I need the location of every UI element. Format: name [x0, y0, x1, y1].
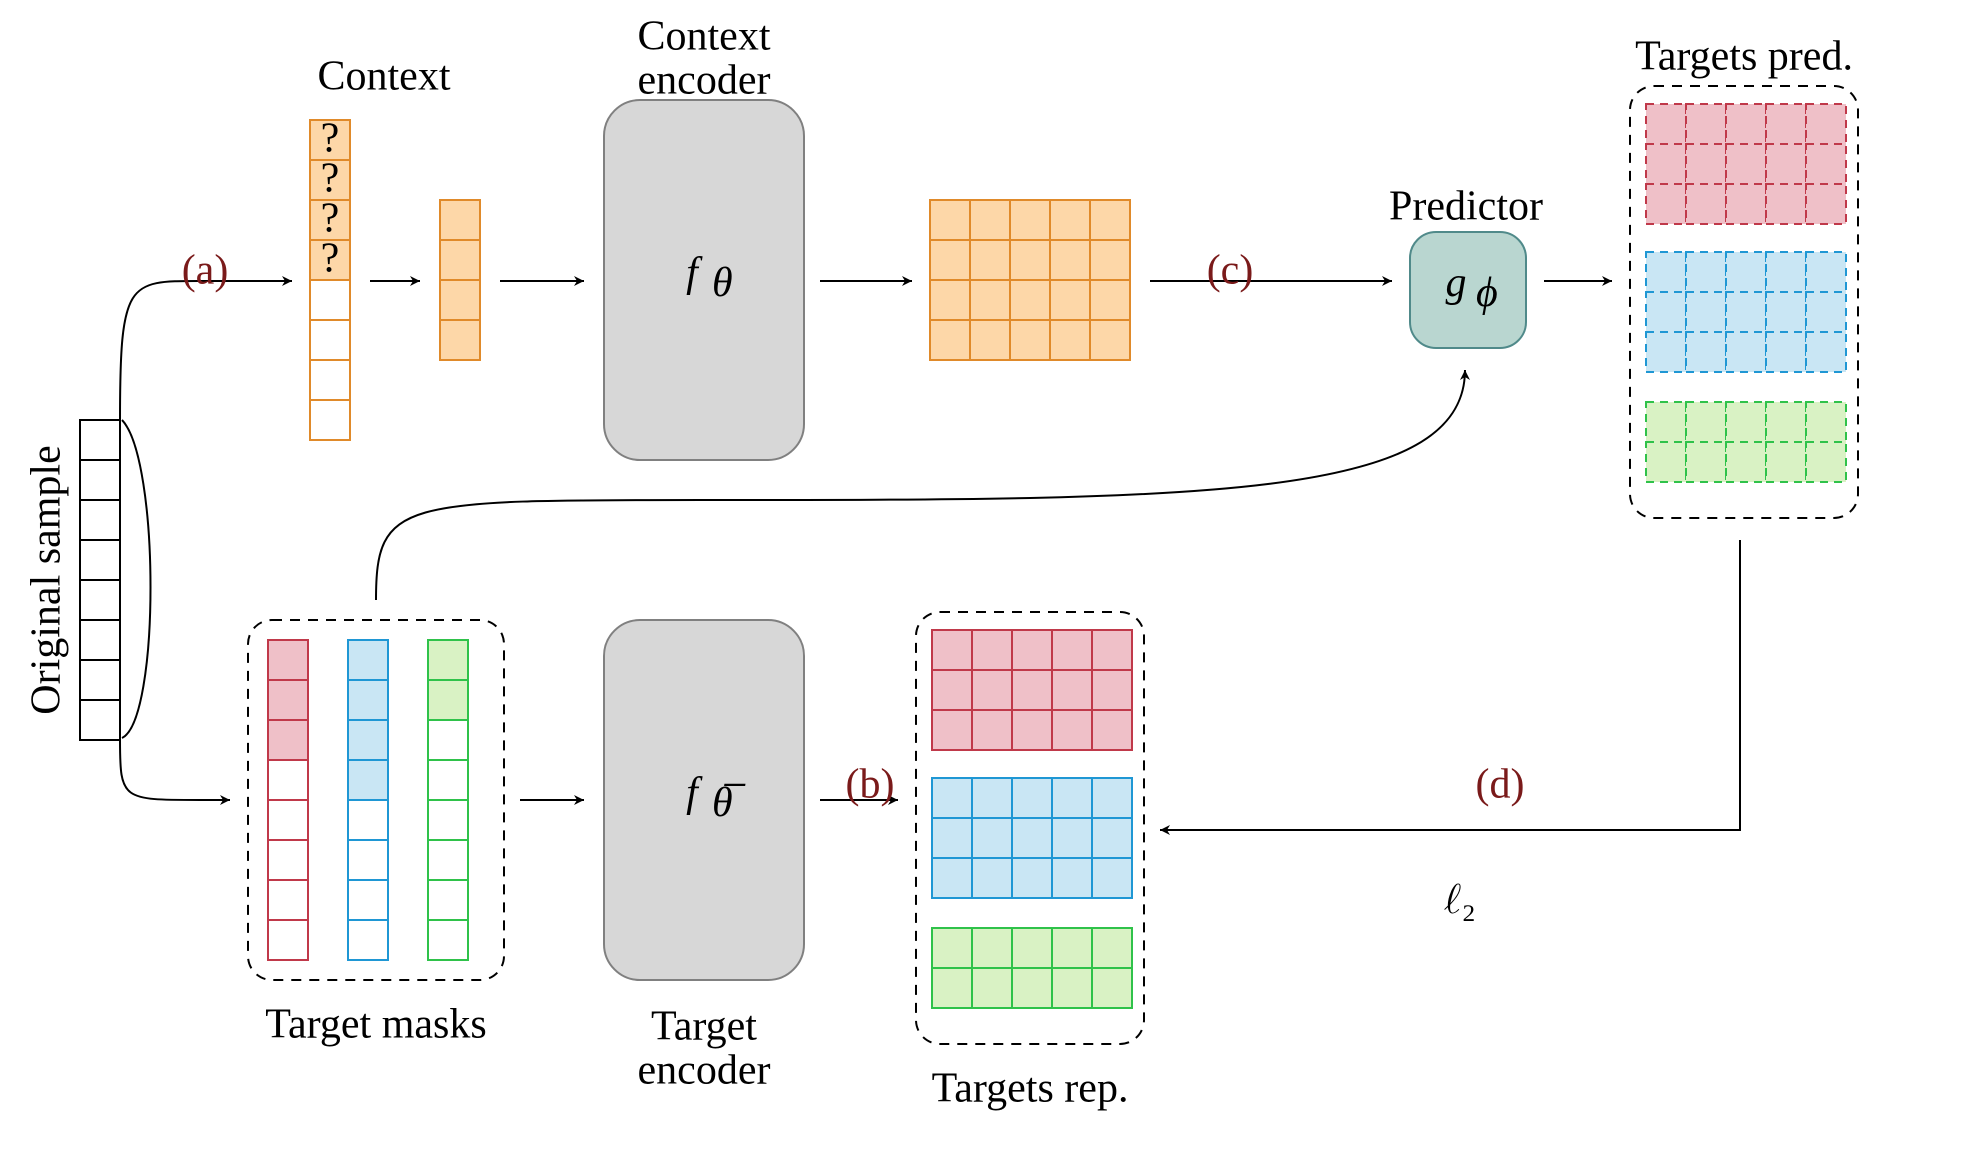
label-target-encoder-1: Target — [651, 1004, 757, 1050]
context-embedding-matrix — [930, 200, 1130, 360]
edge — [1160, 540, 1740, 830]
step-d: (d) — [1476, 762, 1525, 808]
label-targets-pred: Targets pred. — [1635, 34, 1853, 80]
targets-pred-green — [1646, 402, 1846, 482]
context-cell — [310, 320, 350, 360]
targets-rep-red — [932, 630, 1132, 750]
context-cell — [310, 360, 350, 400]
edge — [376, 370, 1465, 600]
split-brace — [122, 420, 151, 738]
label-target-encoder-2: encoder — [638, 1048, 771, 1094]
label-original-sample: Original sample — [24, 445, 70, 714]
targets-rep-green — [932, 928, 1132, 1008]
label-predictor: Predictor — [1389, 184, 1543, 230]
step-c: (c) — [1207, 248, 1254, 294]
step-a: (a) — [182, 248, 229, 294]
label-l2: ℓ₂ — [1444, 880, 1476, 922]
predictor-subscript: ϕ — [1476, 270, 1498, 316]
targets-pred-blue — [1646, 252, 1846, 372]
edge — [120, 740, 230, 800]
label-context-encoder-1: Context — [638, 14, 771, 60]
predictor-symbol: g — [1446, 260, 1467, 306]
context-short-column — [440, 200, 480, 360]
step-b: (b) — [846, 762, 895, 808]
edge — [120, 281, 292, 420]
context-question-mark: ? — [321, 236, 340, 282]
context-cell — [310, 280, 350, 320]
original-sample-column — [80, 420, 120, 740]
targets-pred-red — [1646, 104, 1846, 224]
targets-rep-blue — [932, 778, 1132, 898]
label-target-masks: Target masks — [265, 1002, 486, 1048]
label-targets-rep: Targets rep. — [932, 1066, 1129, 1112]
context-cell — [310, 400, 350, 440]
label-context-encoder-2: encoder — [638, 58, 771, 104]
context-encoder-subscript: θ — [712, 260, 733, 306]
label-context: Context — [318, 54, 451, 100]
